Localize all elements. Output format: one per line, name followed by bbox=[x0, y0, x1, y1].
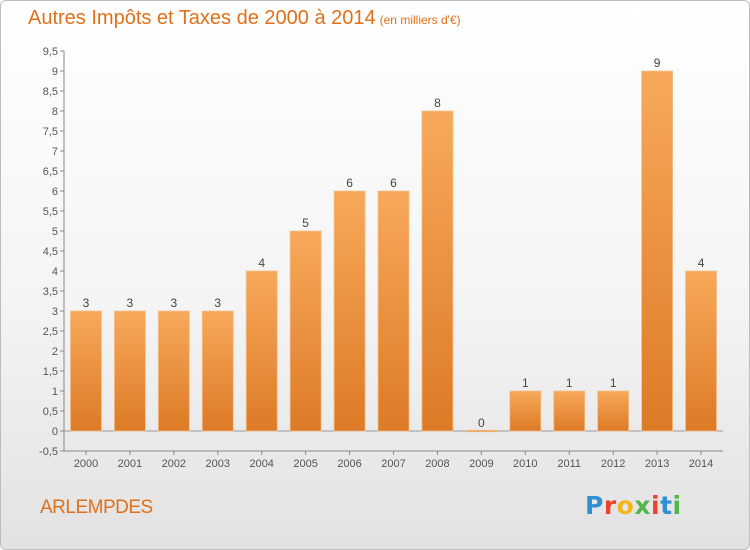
x-tick-label: 2003 bbox=[206, 458, 230, 470]
x-tick-label: 2004 bbox=[249, 458, 273, 470]
y-tick-label: 8,5 bbox=[43, 86, 58, 98]
data-label: 6 bbox=[390, 176, 397, 190]
x-tick-label: 2011 bbox=[557, 458, 581, 470]
data-label: 6 bbox=[346, 176, 353, 190]
logo-letter: i bbox=[651, 491, 661, 520]
y-tick-label: 7,5 bbox=[43, 126, 58, 138]
x-tick-label: 2002 bbox=[162, 458, 186, 470]
commune-name: ARLEMPDES bbox=[40, 497, 153, 518]
bar bbox=[70, 310, 102, 432]
bar bbox=[509, 390, 542, 432]
x-tick-label: 2009 bbox=[469, 458, 493, 470]
y-tick-label: 0 bbox=[52, 426, 58, 438]
y-tick-label: 2,5 bbox=[43, 326, 58, 338]
y-tick-label: 7 bbox=[52, 146, 58, 158]
y-tick-label: -0,5 bbox=[39, 446, 58, 458]
logo-letter: P bbox=[585, 491, 604, 520]
chart-title: Autres Impôts et Taxes de 2000 à 2014 (en… bbox=[28, 7, 461, 30]
y-tick-label: 3 bbox=[52, 306, 58, 318]
logo-letter: i bbox=[672, 491, 682, 520]
data-label: 3 bbox=[127, 296, 134, 310]
x-tick-label: 2010 bbox=[513, 458, 537, 470]
data-label: 4 bbox=[698, 256, 705, 270]
x-tick-label: 2005 bbox=[293, 458, 317, 470]
y-tick-label: 6 bbox=[52, 186, 58, 198]
y-tick-label: 1,5 bbox=[43, 366, 58, 378]
bar bbox=[333, 190, 366, 432]
y-tick-label: 5 bbox=[52, 226, 58, 238]
y-tick-label: 1 bbox=[52, 386, 58, 398]
bar bbox=[289, 230, 322, 432]
x-tick-label: 2006 bbox=[337, 458, 361, 470]
y-tick-label: 9,5 bbox=[43, 46, 58, 58]
y-tick-label: 0,5 bbox=[43, 406, 58, 418]
data-label: 1 bbox=[566, 376, 573, 390]
logo-letter: x bbox=[634, 491, 651, 520]
x-tick-label: 2014 bbox=[689, 458, 713, 470]
bar bbox=[421, 110, 454, 432]
bar bbox=[685, 270, 717, 432]
title-text: Autres Impôts et Taxes de 2000 à 2014 bbox=[28, 7, 376, 29]
data-labels: 3 3 3 3 4 5 6 6 8 0 1 1 1 9 4 bbox=[83, 56, 705, 430]
bar bbox=[597, 390, 630, 432]
x-tick-label: 2000 bbox=[74, 458, 98, 470]
logo-letter: o bbox=[616, 491, 635, 520]
bar bbox=[157, 310, 190, 432]
logo-letter: t bbox=[660, 491, 673, 520]
bar bbox=[377, 190, 410, 432]
y-tick-label: 9 bbox=[52, 66, 58, 78]
bar bbox=[641, 70, 673, 432]
data-label: 8 bbox=[434, 96, 441, 110]
bar bbox=[465, 429, 498, 433]
y-tick-label: 2 bbox=[52, 346, 58, 358]
data-label: 1 bbox=[610, 376, 617, 390]
data-label: 3 bbox=[83, 296, 90, 310]
x-tick-label: 2001 bbox=[118, 458, 142, 470]
y-tick-label: 3,5 bbox=[43, 286, 58, 298]
y-tick-label: 8 bbox=[52, 106, 58, 118]
bars bbox=[70, 70, 717, 433]
data-label: 3 bbox=[170, 296, 177, 310]
data-label: 3 bbox=[214, 296, 221, 310]
proxiti-logo: Proxiti bbox=[585, 491, 682, 520]
x-tick-label: 2013 bbox=[645, 458, 669, 470]
y-tick-label: 5,5 bbox=[43, 206, 58, 218]
data-label: 9 bbox=[654, 56, 661, 70]
x-tick-label: 2008 bbox=[425, 458, 449, 470]
data-label: 0 bbox=[478, 416, 485, 430]
x-tick-label: 2012 bbox=[601, 458, 625, 470]
unit-subtitle: (en milliers d'€) bbox=[379, 13, 461, 27]
data-label: 5 bbox=[302, 216, 309, 230]
y-tick-label: 4,5 bbox=[43, 246, 58, 258]
bar bbox=[553, 390, 586, 432]
y-tick-label: 4 bbox=[52, 266, 58, 278]
bar bbox=[245, 270, 278, 432]
data-label: 1 bbox=[522, 376, 529, 390]
x-tick-label: 2007 bbox=[381, 458, 405, 470]
bar bbox=[114, 310, 146, 432]
bar bbox=[201, 310, 234, 432]
data-label: 4 bbox=[258, 256, 265, 270]
y-tick-label: 6,5 bbox=[43, 166, 58, 178]
logo-letter: r bbox=[603, 491, 617, 520]
